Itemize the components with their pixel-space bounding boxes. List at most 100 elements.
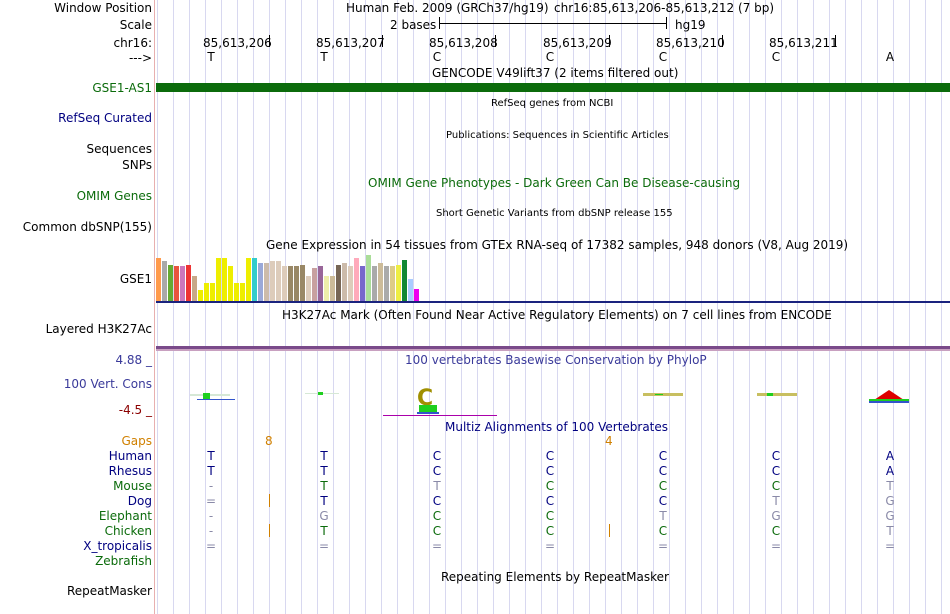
gtex-bar[interactable] <box>390 266 395 301</box>
gtex-bar[interactable] <box>306 276 311 301</box>
coord-label: 85,613,208 <box>429 36 498 50</box>
species-base: T <box>320 464 328 478</box>
gtex-bar[interactable] <box>174 266 179 301</box>
gtex-bar[interactable] <box>162 261 167 301</box>
gtex-bar[interactable] <box>402 260 407 301</box>
gtex-bar[interactable] <box>228 266 233 301</box>
conservation-max: 4.88 _ <box>115 353 152 367</box>
gtex-bar[interactable] <box>324 276 329 301</box>
gtex-gene-label[interactable]: GSE1 <box>119 272 152 286</box>
gtex-bar-chart[interactable] <box>156 253 536 301</box>
conservation-logo: C <box>190 386 909 416</box>
grid-line <box>573 0 574 614</box>
gtex-bar[interactable] <box>180 266 185 301</box>
refseq-label[interactable]: RefSeq Curated <box>58 111 152 125</box>
gtex-bar[interactable] <box>336 265 341 301</box>
window-position-label: Window Position <box>54 1 152 15</box>
gtex-bar[interactable] <box>366 255 371 301</box>
gtex-bar[interactable] <box>348 266 353 301</box>
species-label[interactable]: Zebrafish <box>95 554 152 568</box>
conservation-label[interactable]: 100 Vert. Cons <box>63 377 152 391</box>
gtex-bar[interactable] <box>378 263 383 301</box>
species-label[interactable]: Human <box>108 449 152 463</box>
species-base: C <box>658 524 668 538</box>
grid-line <box>157 0 158 614</box>
gtex-bar[interactable] <box>396 265 401 301</box>
insertion-marker <box>269 494 270 507</box>
snps-label[interactable]: SNPs <box>122 158 152 172</box>
gtex-bar[interactable] <box>156 258 161 301</box>
grid-line <box>925 0 926 614</box>
species-label[interactable]: X_tropicalis <box>83 539 152 553</box>
species-label[interactable]: Mouse <box>113 479 152 493</box>
gencode-gene-bar[interactable] <box>156 83 950 92</box>
gtex-bar[interactable] <box>300 265 305 301</box>
gtex-bar[interactable] <box>354 258 359 301</box>
species-base: T <box>320 524 328 538</box>
species-label[interactable]: Dog <box>127 494 152 508</box>
gtex-bar[interactable] <box>240 283 245 301</box>
gtex-bar[interactable] <box>294 266 299 301</box>
species-base: C <box>545 464 555 478</box>
gtex-bar[interactable] <box>222 258 227 301</box>
gtex-bar[interactable] <box>384 266 389 301</box>
species-label[interactable]: Elephant <box>98 509 152 523</box>
species-base: T <box>320 479 328 493</box>
species-base: T <box>886 479 894 493</box>
species-label[interactable]: Chicken <box>104 524 152 538</box>
grid-line <box>429 0 430 614</box>
grid-line <box>525 0 526 614</box>
grid-line <box>349 0 350 614</box>
gencode-gene-label[interactable]: GSE1-AS1 <box>92 81 152 95</box>
logo-pos3: C <box>383 386 497 416</box>
gtex-bar[interactable] <box>372 266 377 301</box>
grid-line <box>589 0 590 614</box>
coord-tick <box>269 35 270 47</box>
gtex-bar[interactable] <box>276 261 281 301</box>
species-label[interactable]: Rhesus <box>108 464 152 478</box>
grid-line <box>269 0 270 614</box>
gtex-bar[interactable] <box>312 268 317 301</box>
species-base: = <box>770 539 782 553</box>
gtex-bar[interactable] <box>318 266 323 301</box>
gtex-bar[interactable] <box>282 266 287 301</box>
gencode-title: GENCODE V49lift37 (2 items filtered out) <box>432 66 679 80</box>
gtex-bar[interactable] <box>264 263 269 301</box>
gtex-bar[interactable] <box>288 266 293 301</box>
gtex-bar[interactable] <box>210 283 215 301</box>
gtex-bar[interactable] <box>204 283 209 301</box>
h3k27ac-label[interactable]: Layered H3K27Ac <box>45 322 152 336</box>
gtex-bar[interactable] <box>198 290 203 301</box>
repeatmasker-label[interactable]: RepeatMasker <box>66 584 152 598</box>
species-base: C <box>658 464 668 478</box>
species-base: A <box>885 464 895 478</box>
gtex-bar[interactable] <box>258 263 263 301</box>
omim-label[interactable]: OMIM Genes <box>76 189 152 203</box>
grid-line <box>909 0 910 614</box>
gtex-bar[interactable] <box>216 258 221 301</box>
gtex-bar[interactable] <box>414 289 419 301</box>
logo-pos1 <box>190 393 235 400</box>
species-base: C <box>771 524 781 538</box>
scale-db: hg19 <box>675 18 706 32</box>
gtex-bar[interactable] <box>408 279 413 301</box>
gtex-bar[interactable] <box>192 276 197 301</box>
dbsnp-label[interactable]: Common dbSNP(155) <box>22 220 152 234</box>
gap-count: 8 <box>265 434 273 448</box>
gtex-bar[interactable] <box>270 261 275 301</box>
ref-base: C <box>658 50 668 64</box>
publications-label[interactable]: Sequences <box>86 142 152 156</box>
gtex-bar[interactable] <box>342 263 347 301</box>
gtex-bar[interactable] <box>360 266 365 301</box>
gtex-bar[interactable] <box>246 258 251 301</box>
gtex-bar[interactable] <box>234 283 239 301</box>
grid-line <box>877 0 878 614</box>
species-base: = <box>544 539 556 553</box>
gtex-bar[interactable] <box>330 276 335 301</box>
gtex-bar[interactable] <box>252 258 257 301</box>
gtex-bar[interactable] <box>186 265 191 301</box>
gtex-bar[interactable] <box>168 265 173 301</box>
ref-base: C <box>545 50 555 64</box>
grid-line <box>941 0 942 614</box>
species-base: G <box>885 509 895 523</box>
